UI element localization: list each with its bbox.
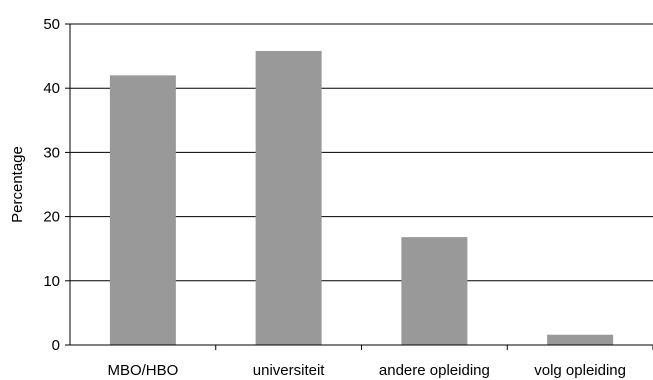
x-tick-labels: MBO/HBO universiteit andere opleiding volg … [107, 362, 626, 379]
bar [109, 75, 176, 346]
y-tick-label: 50 [43, 16, 60, 33]
y-tick-labels: 0 10 20 30 40 50 [43, 16, 60, 354]
y-tick-label: 20 [43, 209, 60, 226]
x-tick-label: universiteit [253, 362, 326, 379]
bar [255, 50, 322, 346]
x-tick-label: volg opleiding [534, 362, 626, 379]
bar [547, 334, 614, 345]
y-tick-label: 0 [52, 337, 60, 354]
bar [401, 237, 468, 345]
y-tick-label: 30 [43, 144, 60, 161]
y-axis-title: Percentage [9, 146, 26, 223]
y-tick-label: 10 [43, 273, 60, 290]
bars [109, 50, 614, 346]
x-tick-label: MBO/HBO [107, 362, 178, 379]
y-tick-label: 40 [43, 80, 60, 97]
x-tick-label: andere opleiding [379, 362, 490, 379]
axes [69, 24, 653, 346]
